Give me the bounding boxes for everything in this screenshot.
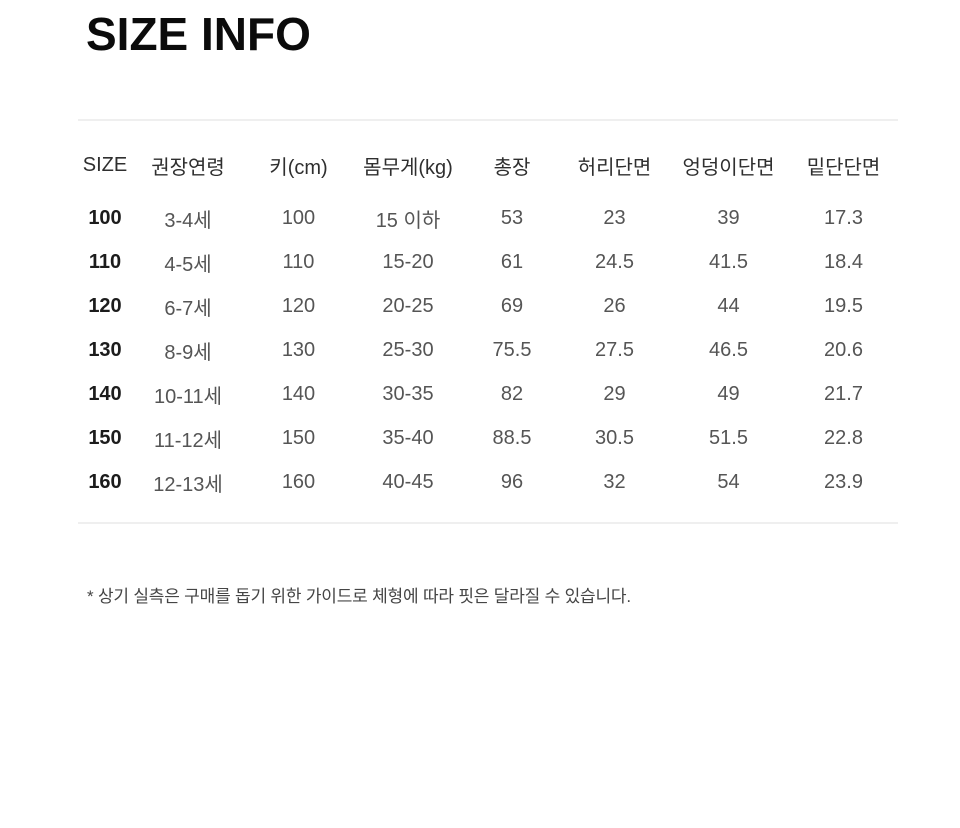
- table-cell: 23.9: [824, 470, 863, 493]
- table-cell: 41.5: [709, 250, 748, 273]
- size-cell: 130: [88, 338, 122, 361]
- size-cell: 110: [88, 250, 122, 273]
- size-guide-footnote: * 상기 실측은 구매를 돕기 위한 가이드로 체형에 따라 핏은 달라질 수 …: [87, 587, 631, 606]
- table-cell: 22.8: [824, 426, 863, 449]
- table-cell: 61: [500, 250, 524, 273]
- table-cell: 32: [603, 470, 626, 493]
- table-cell: 120: [281, 294, 316, 317]
- table-cell: 69: [500, 294, 524, 317]
- table-cell: 39: [717, 206, 740, 229]
- size-cell: 140: [88, 382, 122, 405]
- table-cell: 10-11세: [153, 385, 223, 408]
- table-cell: 46.5: [709, 338, 748, 361]
- table-cell: 25-30: [382, 338, 434, 361]
- table-cell: 6-7세: [164, 297, 212, 320]
- table-cell: 110: [282, 250, 315, 273]
- table-cell: 20.6: [824, 338, 863, 361]
- table-cell: 35-40: [382, 426, 434, 449]
- table-row: 140 10-11세 140 30-35 82 29 49 21.7: [78, 372, 898, 416]
- size-cell: 150: [88, 426, 122, 449]
- table-cell: 82: [500, 382, 524, 405]
- column-header-size: SIZE: [82, 153, 128, 176]
- table-cell: 30-35: [382, 382, 434, 405]
- size-table: SIZE 권장연령 키(cm) 몸무게(kg) 총장 허리단면 엉덩이단면 밑단…: [78, 143, 898, 504]
- table-cell: 23: [603, 206, 626, 229]
- table-cell: 160: [281, 470, 316, 493]
- table-row: 110 4-5세 110 15-20 61 24.5 41.5 18.4: [78, 240, 898, 284]
- table-cell: 11-12세: [153, 429, 223, 452]
- table-cell: 4-5세: [164, 253, 212, 276]
- table-cell: 24.5: [595, 250, 634, 273]
- table-cell: 20-25: [382, 294, 434, 317]
- column-header-hip: 엉덩이단면: [682, 156, 775, 179]
- table-cell: 44: [717, 294, 740, 317]
- table-cell: 150: [281, 426, 316, 449]
- table-cell: 100: [281, 206, 316, 229]
- table-row: 130 8-9세 130 25-30 75.5 27.5 46.5 20.6: [78, 328, 898, 372]
- table-cell: 130: [281, 338, 316, 361]
- table-cell: 26: [603, 294, 626, 317]
- size-cell: 120: [88, 294, 122, 317]
- page-title: SIZE INFO: [86, 8, 311, 60]
- table-header-row: SIZE 권장연령 키(cm) 몸무게(kg) 총장 허리단면 엉덩이단면 밑단…: [78, 143, 898, 196]
- table-cell: 8-9세: [164, 341, 212, 364]
- table-cell: 30.5: [595, 426, 634, 449]
- column-header-age: 권장연령: [151, 156, 225, 179]
- table-cell: 140: [281, 382, 316, 405]
- column-header-height: 키(cm): [269, 156, 328, 179]
- table-cell: 51.5: [709, 426, 748, 449]
- title-divider: [78, 119, 898, 121]
- table-cell: 18.4: [824, 250, 863, 273]
- table-cell: 12-13세: [153, 473, 223, 496]
- table-cell: 15 이하: [375, 209, 441, 232]
- column-header-waist: 허리단면: [577, 156, 652, 179]
- table-row: 160 12-13세 160 40-45 96 32 54 23.9: [78, 460, 898, 504]
- table-cell: 17.3: [824, 206, 863, 229]
- table-cell: 3-4세: [164, 209, 212, 232]
- table-cell: 96: [500, 470, 524, 493]
- table-cell: 40-45: [382, 470, 434, 493]
- table-cell: 15-20: [382, 250, 434, 273]
- column-header-hem: 밑단단면: [806, 156, 881, 179]
- size-cell: 100: [88, 206, 122, 229]
- table-cell: 53: [500, 206, 524, 229]
- size-cell: 160: [88, 470, 122, 493]
- table-cell: 54: [717, 470, 740, 493]
- table-cell: 29: [603, 382, 626, 405]
- table-cell: 88.5: [492, 426, 532, 449]
- table-bottom-divider: [78, 522, 898, 524]
- table-row: 120 6-7세 120 20-25 69 26 44 19.5: [78, 284, 898, 328]
- column-header-weight: 몸무게(kg): [363, 156, 453, 179]
- table-cell: 21.7: [824, 382, 863, 405]
- column-header-total-length: 총장: [493, 156, 531, 179]
- table-cell: 27.5: [595, 338, 634, 361]
- table-row: 150 11-12세 150 35-40 88.5 30.5 51.5 22.8: [78, 416, 898, 460]
- table-cell: 19.5: [824, 294, 863, 317]
- table-cell: 75.5: [492, 338, 532, 361]
- table-cell: 49: [717, 382, 740, 405]
- table-row: 100 3-4세 100 15 이하 53 23 39 17.3: [78, 196, 898, 240]
